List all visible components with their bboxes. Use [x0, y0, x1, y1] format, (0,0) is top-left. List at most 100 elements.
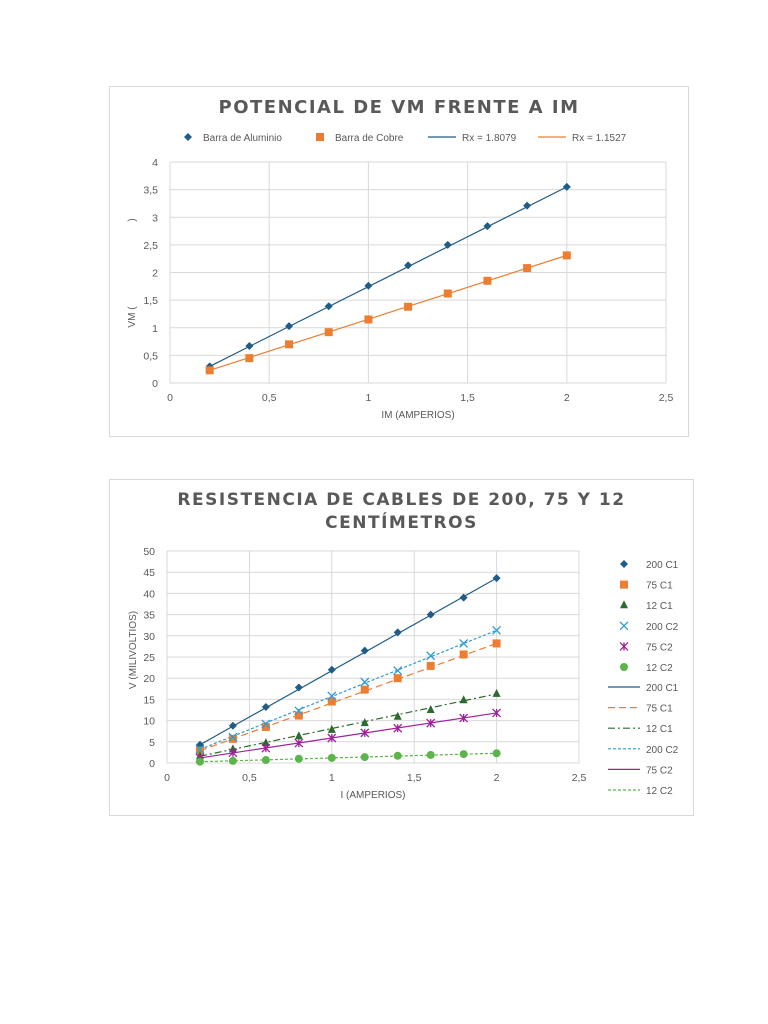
data-point	[459, 695, 468, 704]
legend-label: Barra de Cobre	[335, 133, 404, 144]
trendline	[199, 629, 497, 750]
data-point	[459, 593, 468, 602]
data-point	[195, 746, 204, 755]
data-point	[360, 753, 369, 762]
data-point	[294, 706, 304, 716]
data-point	[294, 711, 303, 720]
chart-svg-vm: 0 0,5 1 1,5 2 2,5 3 3,5 4 0 0,5 1 1,5 2 2,5 IM (AMPERIO…	[127, 133, 674, 421]
legend-marker	[619, 621, 629, 631]
data-point	[294, 731, 303, 740]
data-point	[459, 650, 468, 659]
data-point	[404, 302, 413, 311]
y-tick-label: 3,5	[143, 185, 158, 197]
chart-panel-vm: POTENCIAL DE VM FRENTE A IM 0 0,5 1 1,5 2 2,5…	[109, 86, 689, 437]
y-tick-label: 50	[143, 546, 155, 558]
legend-label: 12 C1	[646, 724, 673, 735]
data-point	[360, 646, 369, 655]
y-tick-label: 3	[152, 212, 158, 224]
y-tick-label: 5	[149, 737, 155, 749]
x-tick-label: 1	[365, 392, 371, 404]
data-point	[443, 240, 452, 249]
y-tick-label: 4	[152, 157, 158, 169]
data-point	[562, 182, 571, 191]
data-point	[327, 665, 336, 674]
y-tick-label: 0	[149, 758, 155, 770]
data-point	[261, 743, 271, 753]
data-point	[324, 328, 333, 337]
legend-label: 75 C1	[646, 704, 673, 715]
data-point	[393, 666, 403, 676]
data-point	[443, 289, 452, 298]
data-point	[459, 713, 469, 723]
legend-marker	[619, 641, 629, 651]
data-point	[261, 722, 270, 731]
data-point	[393, 723, 403, 733]
data-point	[404, 261, 413, 270]
data-point	[483, 276, 492, 285]
data-point	[426, 661, 435, 670]
x-tick-label: 2,5	[572, 772, 587, 784]
trendline	[209, 254, 567, 371]
data-point	[324, 302, 333, 311]
data-point	[228, 748, 238, 758]
data-point	[245, 341, 254, 350]
y-tick-label: 25	[143, 652, 155, 664]
data-point	[195, 757, 204, 766]
trendline	[199, 712, 497, 759]
x-tick-label: 0,5	[262, 392, 277, 404]
legend-label: 200 C2	[646, 622, 679, 633]
y-tick-label: 1,5	[143, 295, 158, 307]
data-point	[294, 683, 303, 692]
data-point	[294, 738, 304, 748]
x-tick-label: 2,5	[659, 392, 674, 404]
x-tick-label: 1,5	[407, 772, 422, 784]
legend-marker	[620, 580, 628, 589]
chart-svg-resistencia: 0 5 10 15 20 25 30 35 40 45 50 0 0,5 1 1,5 2 2,5 I (AMPER…	[128, 546, 679, 801]
data-point	[261, 756, 270, 765]
y-axis-label-fragment: )	[127, 218, 138, 221]
legend-label: 75 C1	[646, 581, 673, 592]
chart-title: RESISTENCIA DE CABLES DE 200, 75 Y 12 CE…	[177, 490, 626, 533]
data-point	[228, 734, 237, 743]
data-point	[360, 685, 369, 694]
data-point	[483, 222, 492, 231]
chart-panel-resistencia: RESISTENCIA DE CABLES DE 200, 75 Y 12 CE…	[109, 479, 694, 816]
y-tick-label: 0	[152, 378, 158, 390]
data-point	[492, 625, 502, 635]
legend-label: 12 C1	[646, 601, 673, 612]
data-point	[459, 750, 468, 759]
data-point	[459, 638, 469, 648]
x-tick-label: 1,5	[460, 392, 475, 404]
y-tick-label: 20	[143, 673, 155, 685]
y-tick-label: 45	[143, 567, 155, 579]
y-tick-label: 2	[152, 268, 158, 280]
data-point	[327, 733, 337, 743]
data-point	[426, 610, 435, 619]
data-point	[327, 691, 337, 701]
data-point	[327, 697, 336, 706]
data-point	[426, 705, 435, 713]
legend-marker	[184, 133, 192, 141]
data-point	[492, 574, 501, 583]
y-tick-label: 40	[143, 588, 155, 600]
chart-title: POTENCIAL DE VM FRENTE A IM	[218, 97, 580, 118]
legend-label: Rx = 1.1527	[572, 133, 627, 144]
y-tick-label: 2,5	[143, 240, 158, 252]
data-point	[393, 711, 402, 720]
x-tick-label: 0,5	[242, 772, 257, 784]
y-tick-label: 0,5	[143, 350, 158, 362]
x-tick-label: 2	[564, 392, 570, 404]
data-point	[261, 703, 270, 712]
legend-marker	[316, 133, 324, 141]
legend-label: 12 C2	[646, 786, 673, 797]
y-tick-label: 30	[143, 631, 155, 643]
data-point	[426, 718, 436, 728]
data-point	[492, 749, 501, 758]
data-point	[261, 719, 271, 729]
y-axis-label: VM (	[127, 306, 138, 328]
data-point	[228, 732, 238, 742]
data-point	[261, 738, 270, 747]
data-point	[426, 750, 435, 759]
data-point	[245, 354, 254, 363]
trendline	[199, 752, 497, 763]
